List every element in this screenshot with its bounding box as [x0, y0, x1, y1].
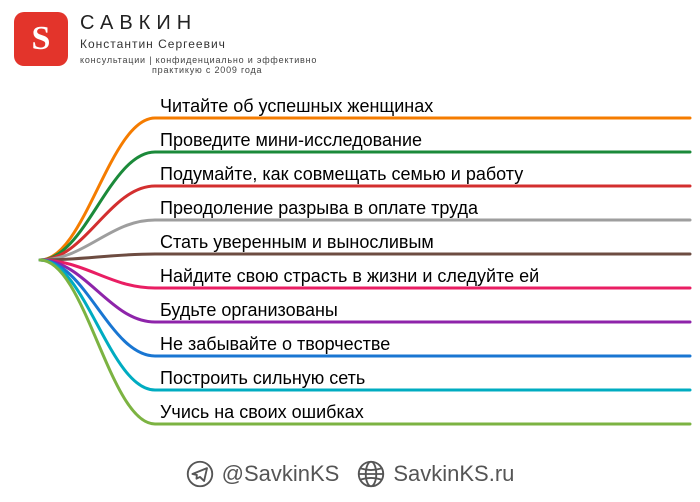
branch-label: Учись на своих ошибках — [160, 402, 364, 423]
branch-label: Построить сильную сеть — [160, 368, 365, 389]
branch-label: Найдите свою страсть в жизни и следуйте … — [160, 266, 539, 287]
telegram-handle: @SavkinKS — [222, 461, 340, 487]
tagline-2: практикую с 2009 года — [152, 65, 317, 75]
branch-label: Подумайте, как совмещать семью и работу — [160, 164, 523, 185]
tagline-1: консультации | конфиденциально и эффекти… — [80, 55, 317, 65]
branch-diagram: Читайте об успешных женщинах Проведите ми… — [0, 80, 700, 440]
logo: S — [14, 12, 68, 66]
header: S САВКИН Константин Сергеевич консультац… — [14, 12, 317, 75]
website-url: SavkinKS.ru — [393, 461, 514, 487]
website-link[interactable]: SavkinKS.ru — [357, 460, 514, 488]
globe-icon — [357, 460, 385, 488]
footer: @SavkinKS SavkinKS.ru — [0, 460, 700, 488]
branch-label: Стать уверенным и выносливым — [160, 232, 434, 253]
telegram-icon — [186, 460, 214, 488]
branch-label: Читайте об успешных женщинах — [160, 96, 433, 117]
branch-label: Не забывайте о творчестве — [160, 334, 390, 355]
fullname: Константин Сергеевич — [80, 37, 317, 51]
logo-letter: S — [32, 22, 51, 56]
branch-label: Преодоление разрыва в оплате труда — [160, 198, 478, 219]
branch-label: Проведите мини-исследование — [160, 130, 422, 151]
telegram-link[interactable]: @SavkinKS — [186, 460, 340, 488]
surname: САВКИН — [80, 12, 317, 35]
branch-label: Будьте организованы — [160, 300, 338, 321]
header-text: САВКИН Константин Сергеевич консультации… — [80, 12, 317, 75]
